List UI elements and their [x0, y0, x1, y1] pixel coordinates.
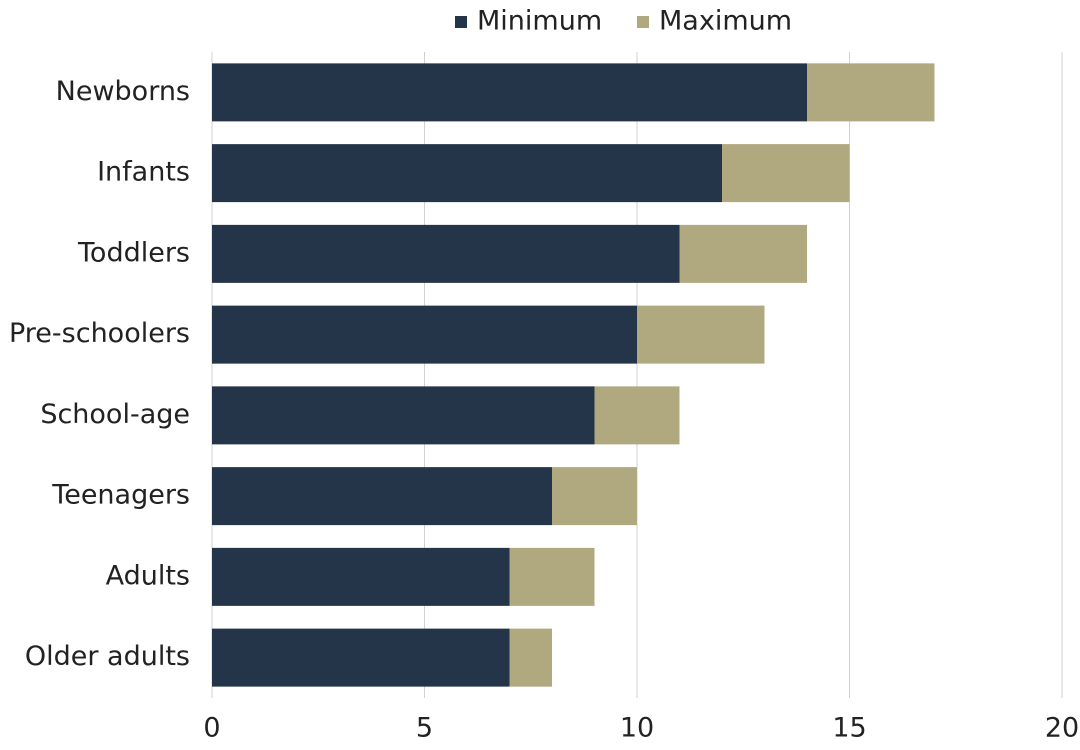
bar-segment [552, 467, 637, 526]
bar-segment [212, 547, 510, 606]
legend-label: Maximum [659, 6, 792, 37]
bar-segment [212, 305, 637, 364]
y-tick-label: Toddlers [77, 237, 190, 268]
bar-segment [212, 63, 807, 122]
bar-segment [509, 628, 552, 687]
legend-label: Minimum [477, 6, 602, 37]
x-tick-label: 20 [1045, 713, 1079, 744]
bar-segment [212, 386, 595, 445]
x-tick-label: 0 [203, 713, 220, 744]
bar-segment [722, 144, 850, 203]
y-tick-label: Infants [97, 157, 190, 188]
bar-segment [679, 224, 807, 283]
y-tick-label: Adults [106, 560, 190, 591]
bar-segment [807, 63, 935, 122]
bar-segment [212, 144, 722, 203]
y-tick-label: Older adults [25, 641, 190, 672]
legend-marker [637, 16, 649, 28]
x-tick-label: 5 [416, 713, 433, 744]
y-tick-label: Pre-schoolers [9, 318, 190, 349]
x-tick-label: 10 [620, 713, 654, 744]
y-tick-label: Teenagers [51, 480, 190, 511]
bar-segment [212, 224, 680, 283]
bar-segment [212, 628, 510, 687]
bar-segment [212, 467, 552, 526]
legend-marker [455, 16, 467, 28]
bar-segment [509, 547, 595, 606]
bar-segment [594, 386, 680, 445]
x-tick-label: 15 [832, 713, 866, 744]
y-tick-label: Newborns [56, 76, 190, 107]
y-tick-label: School-age [40, 399, 190, 430]
bar-segment [637, 305, 765, 364]
